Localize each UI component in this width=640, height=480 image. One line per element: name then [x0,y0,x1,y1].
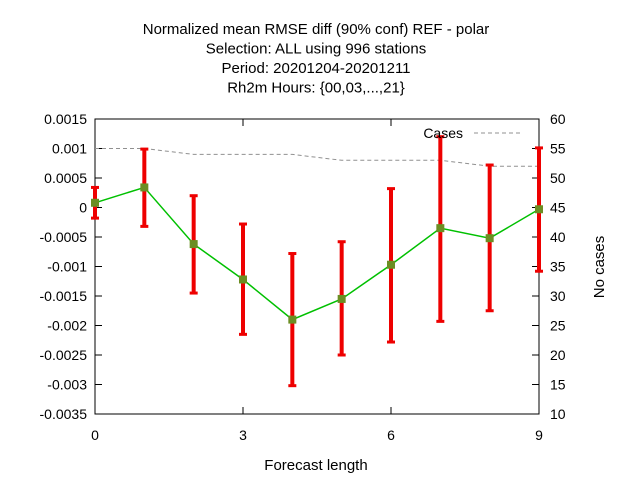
y2-tick-label: 30 [550,288,566,304]
y-tick-label: 0.0015 [44,111,87,127]
y2-tick-label: 15 [550,377,566,393]
x-tick-label: 3 [239,427,247,443]
y2-tick-label: 25 [550,318,566,334]
y2-tick-label: 35 [550,259,566,275]
y2-axis-label: No cases [591,236,608,299]
y-tick-label: 0 [79,200,87,216]
y-tick-label: -0.003 [47,377,87,393]
cases-series [95,148,539,167]
mean-point [91,198,99,207]
title-line-2: Selection: ALL using 996 stations [206,41,426,58]
x-tick-label: 6 [387,427,395,443]
legend: Cases [423,125,522,141]
y2-tick-label: 50 [550,170,566,186]
y-tick-label: -0.002 [47,318,87,334]
mean-series [91,183,543,324]
y2-tick-label: 40 [550,229,566,245]
mean-point [387,260,395,269]
y2-tick-label: 55 [550,141,566,157]
y-tick-label: 0.001 [52,141,87,157]
axes [94,118,540,415]
mean-point [189,240,198,249]
x-tick-label: 9 [535,427,543,443]
title-line-4: Rh2m Hours: {00,03,...,21} [227,80,405,97]
title-line-1: Normalized mean RMSE diff (90% conf) REF… [143,21,490,38]
y-tick-label: -0.0035 [40,406,88,422]
y2-tick-label: 60 [550,111,566,127]
mean-point [288,315,297,324]
error-bars [91,135,543,388]
mean-line [94,186,540,321]
title-line-3: Period: 20201204-20201211 [221,60,410,77]
mean-point [535,205,543,214]
mean-point [239,275,247,284]
mean-point [485,234,494,243]
cases-line [95,148,539,167]
y-tick-label: 0.0005 [44,170,87,186]
y-tick-label: -0.0025 [40,347,88,363]
y2-tick-label: 10 [550,406,566,422]
y-tick-label: -0.0015 [40,288,88,304]
y-tick-label: -0.001 [47,259,87,275]
x-axis-label: Forecast length [264,457,367,474]
y-axis-ticks: 0.0015 0.001 0.0005 0 -0.0005 -0.001 -0.0015 -0… [40,111,102,422]
x-axis-ticks: 0 3 6 9 [91,119,543,443]
mean-point [140,183,149,192]
y2-tick-label: 45 [550,200,566,216]
plot-frame [94,118,540,415]
mean-point [337,294,346,303]
y-tick-label: -0.0005 [40,229,88,245]
x-tick-label: 0 [91,427,99,443]
legend-label-cases: Cases [423,125,463,141]
y2-axis-ticks: 60 55 50 45 40 35 30 25 20 15 10 [532,111,566,422]
chart-title: Normalized mean RMSE diff (90% conf) REF… [143,21,490,97]
mean-point [436,224,445,233]
y2-tick-label: 20 [550,347,566,363]
